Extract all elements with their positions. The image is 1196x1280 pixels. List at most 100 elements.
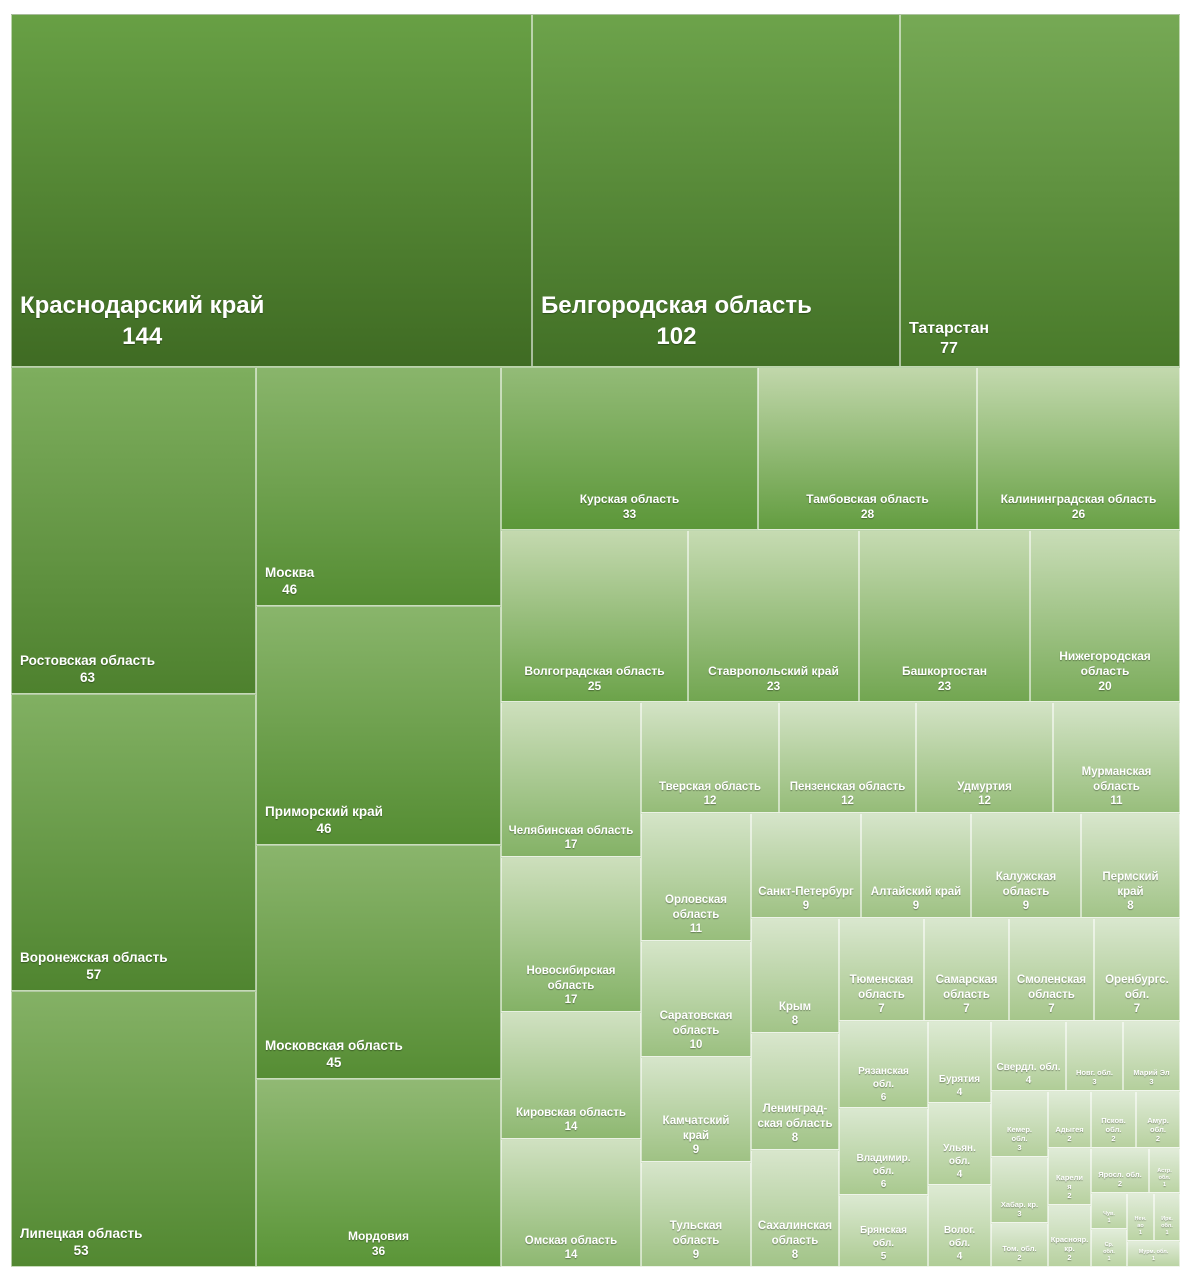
tile-value: 26: [1071, 507, 1086, 522]
tile-ставропольский-край: Ставропольский край 23: [688, 530, 859, 702]
tile-label-group: Амур. обл. 2: [1145, 1116, 1171, 1145]
tile-name: Свердл. обл.: [996, 1061, 1061, 1073]
tile-label-group: Приморский край 46: [263, 804, 385, 838]
tile-нижегородская-область: Нижегородская область 20: [1030, 530, 1180, 702]
tile-тверская-область: Тверская область 12: [641, 702, 779, 813]
tile-label-group: Тюменская область 7: [848, 973, 916, 1017]
tile-пензенская-область: Пензенская область 12: [779, 702, 916, 813]
tile-value: 8: [791, 1015, 799, 1028]
tile-name: Воронежская область: [20, 949, 168, 965]
tile-label-group: Саратовская область 10: [658, 1009, 735, 1053]
tile-name: Кемер. обл.: [1006, 1124, 1033, 1143]
tile-name: Волог. обл.: [943, 1225, 976, 1249]
tile-label-group: Ирк. обл. 1: [1159, 1216, 1175, 1237]
tile-value: 2: [1067, 1253, 1072, 1263]
tile-value: 1: [1162, 1181, 1167, 1188]
tile-москва: Москва 46: [256, 367, 501, 606]
tile-name: Удмуртия: [957, 780, 1012, 793]
tile-value: 1: [1138, 1229, 1143, 1236]
tile-нен-ао: Нен. ао 1: [1127, 1193, 1154, 1241]
tile-value: 12: [841, 795, 854, 808]
tile-яросл-обл: Яросл. обл. 2: [1091, 1148, 1149, 1193]
tile-санкт-петербург: Санкт-Петербург 9: [751, 813, 861, 918]
tile-name: Том. обл.: [1002, 1243, 1037, 1253]
tile-омская-область: Омская область 14: [501, 1139, 641, 1267]
tile-label-group: Санкт-Петербург 9: [756, 885, 856, 914]
tile-name: Оренбургс. обл.: [1105, 974, 1169, 1001]
tile-label-group: Челябинская область 17: [507, 824, 636, 853]
tile-label-group: Бурятия 4: [937, 1074, 982, 1100]
tile-рязанская-обл: Рязанская обл. 6: [839, 1021, 928, 1108]
tile-name: Ср. обл.: [1103, 1242, 1115, 1255]
tile-name: Марий Эл: [1133, 1067, 1170, 1077]
tile-name: Калужская область: [995, 871, 1057, 898]
tile-label-group: Кировская область 14: [514, 1106, 628, 1135]
tile-label-group: Рязанская обл. 6: [856, 1066, 911, 1104]
tile-value: 144: [122, 322, 163, 350]
tile-value: 3: [1149, 1077, 1154, 1087]
tile-value: 12: [978, 795, 991, 808]
tile-label-group: Кемер. обл. 3: [1005, 1125, 1034, 1154]
tile-name: Пензенская область: [789, 780, 906, 793]
tile-name: Краснодарский край: [20, 291, 265, 319]
tile-name: Ростовская область: [20, 652, 156, 668]
tile-камчатский-край: Камчатский край 9: [641, 1057, 751, 1162]
tile-калининградская-область: Калининградская область 26: [977, 367, 1180, 530]
tile-удмуртия: Удмуртия 12: [916, 702, 1053, 813]
tile-мордовия: Мордовия 36: [256, 1079, 501, 1267]
tile-name: Смоленская область: [1016, 974, 1087, 1001]
tile-value: 9: [912, 900, 920, 913]
tile-label-group: Удмуртия 12: [955, 780, 1014, 809]
tile-label-group: Тульская область 9: [668, 1219, 724, 1263]
tile-name: Камчатский край: [662, 1115, 730, 1142]
tile-value: 23: [937, 679, 952, 694]
tile-label-group: Том. обл. 2: [1000, 1244, 1038, 1263]
tile-value: 1: [1165, 1229, 1169, 1236]
tile-name: Саратовская область: [659, 1010, 733, 1037]
tile-label-group: Новосибирская область 17: [524, 964, 617, 1008]
tile-value: 11: [1110, 795, 1123, 808]
tile-новосибирская-область: Новосибирская область 17: [501, 857, 641, 1012]
tile-label-group: Астр. обл. 1: [1155, 1168, 1174, 1189]
tile-value: 10: [689, 1039, 703, 1052]
tile-волог-обл: Волог. обл. 4: [928, 1185, 991, 1267]
tile-name: Амур. обл.: [1147, 1115, 1169, 1134]
tile-value: 8: [791, 1132, 799, 1145]
tile-label-group: Новг. обл. 3: [1074, 1068, 1115, 1087]
tile-label-group: Тверская область 12: [657, 780, 763, 809]
tile-value: 9: [692, 1144, 700, 1157]
tile-name: Мордовия: [347, 1229, 410, 1244]
tile-label-group: Мурманская область 11: [1080, 765, 1154, 809]
tile-label-group: Татарстан 77: [907, 319, 991, 360]
tile-label-group: Мордовия 36: [346, 1229, 411, 1260]
tile-амур-обл: Амур. обл. 2: [1136, 1091, 1180, 1148]
tile-label-group: Ленинград- ская область 8: [755, 1102, 834, 1146]
tile-value: 7: [1048, 1003, 1055, 1016]
tile-label-group: Хабар. кр. 3: [999, 1200, 1040, 1219]
tile-name: Ирк. обл.: [1161, 1216, 1173, 1229]
tile-value: 102: [656, 322, 697, 350]
tile-value: 8: [1127, 900, 1134, 913]
tile-label-group: Мурм. обл. 1: [1137, 1249, 1171, 1263]
tile-том-обл: Том. обл. 2: [991, 1223, 1048, 1267]
tile-value: 11: [689, 923, 703, 936]
tile-пермский-край: Пермский край 8: [1081, 813, 1180, 918]
tile-name: Яросл. обл.: [1098, 1169, 1142, 1179]
tile-кировская-область: Кировская область 14: [501, 1012, 641, 1139]
tile-label-group: Тамбовская область 28: [804, 492, 931, 523]
tile-name: Карели я: [1056, 1172, 1083, 1191]
tile-label-group: Московская область 45: [263, 1038, 405, 1072]
tile-name: Бурятия: [938, 1073, 981, 1085]
tile-name: Брянская обл.: [859, 1225, 907, 1249]
tile-name: Владимир. обл.: [856, 1153, 911, 1177]
tile-краснодарский-край: Краснодарский край 144: [11, 14, 532, 367]
tile-value: 17: [564, 839, 578, 852]
tile-label-group: Брянская обл. 5: [858, 1225, 909, 1263]
tile-башкортостан: Башкортостан 23: [859, 530, 1030, 702]
tile-name: Ставропольский край: [708, 664, 839, 679]
tile-value: 46: [282, 582, 298, 598]
tile-value: 3: [1092, 1077, 1097, 1087]
tile-саратовская-область: Саратовская область 10: [641, 941, 751, 1057]
tile-владимир-обл: Владимир. обл. 6: [839, 1108, 928, 1195]
